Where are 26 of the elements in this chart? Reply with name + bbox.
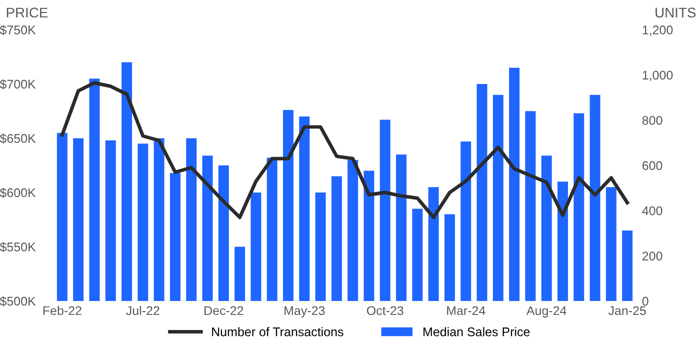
y2-tick-label: 400 — [642, 206, 662, 216]
y-tick-label: $650K — [0, 134, 36, 144]
x-tick-label: May-23 — [284, 306, 325, 318]
y2-tick-label: 800 — [642, 116, 662, 125]
x-tick-label: Dec-22 — [204, 306, 244, 316]
x-tick-label: Jul-22 — [126, 306, 160, 316]
x-tick-label: Feb-22 — [43, 306, 82, 316]
legend-label: Number of Transactions — [212, 327, 344, 336]
y-tick-label: $550K — [0, 242, 36, 252]
y2-tick-label: 1,200 — [642, 26, 673, 36]
x-tick-label: Aug-24 — [526, 306, 566, 318]
y-tick-label: $500K — [0, 296, 36, 306]
x-tick-label: Oct-23 — [366, 306, 404, 316]
legend-label: Median Sales Price — [424, 327, 530, 336]
y-tick-label: $600K — [0, 188, 36, 198]
y2-axis-title: UNITS — [656, 8, 696, 18]
y2-tick-label: 600 — [642, 161, 662, 170]
x-tick-label: Jan-25 — [608, 306, 646, 316]
y2-tick-label: 200 — [642, 252, 662, 260]
y-tick-label: $700K — [0, 79, 36, 90]
line-series — [60, 81, 630, 220]
y2-tick-label: 1,000 — [642, 70, 673, 82]
y-tick-label: $750K — [0, 25, 36, 36]
x-tick-label: Mar-24 — [447, 306, 486, 316]
y2-tick-label: 0 — [642, 296, 648, 306]
y-axis-title: PRICE — [6, 8, 48, 18]
